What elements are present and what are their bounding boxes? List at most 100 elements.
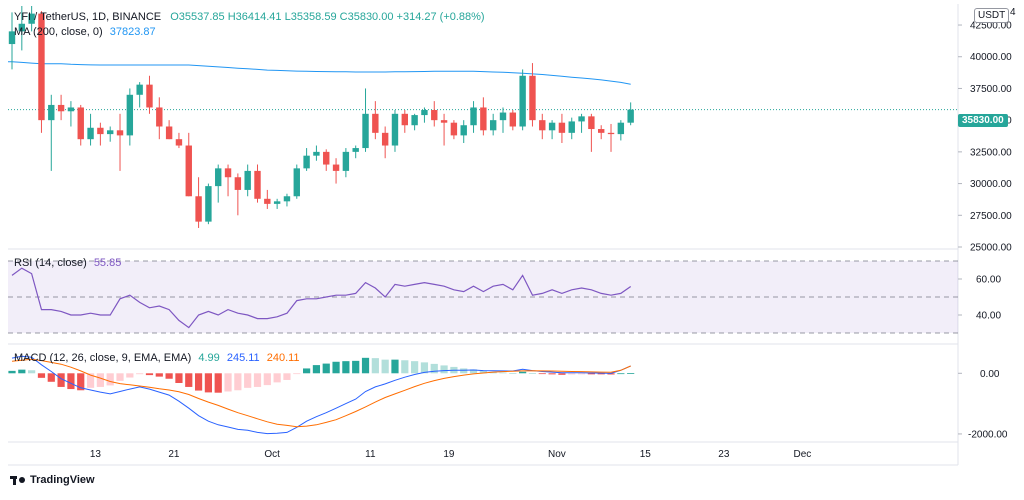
macd-hist-bar xyxy=(28,370,36,374)
macd-hist-bar xyxy=(126,373,134,378)
price-tick-label: 37500.00 xyxy=(970,84,1012,95)
candle-body xyxy=(244,170,251,190)
macd-hist-bar xyxy=(47,373,55,382)
candle-body xyxy=(313,151,320,156)
macd-legend[interactable]: MACD (12, 26, close, 9, EMA, EMA) 4.99 2… xyxy=(14,352,300,365)
macd-label: MACD (12, 26, close, 9, EMA, EMA) xyxy=(14,352,192,364)
macd-hist-bar xyxy=(528,373,537,374)
macd-hist-bar xyxy=(214,373,222,393)
candle-body xyxy=(205,186,212,222)
macd-hist-bar xyxy=(234,373,242,391)
macd-hist-bar xyxy=(361,357,370,374)
time-tick-label: 13 xyxy=(90,449,102,460)
macd-hist-bar xyxy=(401,360,409,374)
macd-hist-value: 4.99 xyxy=(198,352,220,364)
macd-hist-bar xyxy=(57,373,65,387)
rsi-line xyxy=(11,267,632,329)
signal-line xyxy=(11,358,631,428)
chart-legend-header[interactable]: YFI / TetherUS, 1D, BINANCE O35537.85 H3… xyxy=(14,11,485,24)
macd-hist-bar xyxy=(617,373,625,375)
candle-body xyxy=(421,110,428,116)
marks: 42500.0040000.0037500.0035000.0032500.00… xyxy=(8,6,1016,460)
candle-body xyxy=(38,13,45,121)
candle-body xyxy=(548,122,556,131)
low-value: L35358.59 xyxy=(284,11,337,23)
macd-hist-bar xyxy=(155,373,163,377)
candle-body xyxy=(215,168,222,187)
macd-hist-bar xyxy=(577,373,586,375)
candle-body xyxy=(28,13,35,24)
candle-body xyxy=(175,139,183,146)
close-value: C35830.00 xyxy=(339,11,394,23)
tradingview-brand[interactable]: TradingView xyxy=(10,474,95,486)
rsi-label: RSI (14, close) xyxy=(14,257,87,269)
macd-hist-bar xyxy=(332,361,340,374)
symbol-label: YFI / TetherUS, 1D, BINANCE xyxy=(14,11,162,23)
candle-body xyxy=(529,75,536,121)
candle-body xyxy=(578,116,585,122)
macd-hist-bar xyxy=(391,359,399,374)
candle-body xyxy=(440,120,448,123)
macd-hist-bar xyxy=(627,373,635,374)
candle-body xyxy=(87,127,94,140)
candle-body xyxy=(254,170,261,199)
candle-body xyxy=(342,151,350,171)
candle-body xyxy=(617,122,625,135)
rsi-legend[interactable]: RSI (14, close) 55.85 xyxy=(14,257,121,270)
candle-body xyxy=(352,148,359,152)
macd-hist-bar xyxy=(224,373,232,392)
candle-body xyxy=(185,145,192,197)
last-price-tag: 35830.00 xyxy=(958,114,1008,127)
candle-body xyxy=(107,130,114,135)
price-tick-label: 42500.00 xyxy=(970,21,1012,32)
candle-body xyxy=(48,104,55,121)
candle-body xyxy=(323,151,330,165)
price-tick-label-partial: 4 xyxy=(1010,7,1016,18)
candle-body xyxy=(77,107,84,140)
price-tick-label: 27500.00 xyxy=(970,211,1012,222)
macd-tick-label: 0.00 xyxy=(980,369,1000,380)
candle-body xyxy=(480,107,487,131)
macd-hist-bar xyxy=(420,362,429,374)
candle-body xyxy=(450,122,458,136)
time-tick-label: 15 xyxy=(640,449,652,460)
macd-hist-bar xyxy=(67,373,75,390)
candle-body xyxy=(332,164,340,171)
macd-hist-bar xyxy=(194,373,203,391)
candle-body xyxy=(224,168,232,178)
macd-hist-bar xyxy=(86,373,95,388)
candle-body xyxy=(401,113,408,126)
high-value: H36414.41 xyxy=(227,11,282,23)
candle-body xyxy=(156,107,163,127)
macd-line xyxy=(11,355,631,435)
candle-body xyxy=(627,109,634,123)
price-tick-label: 25000.00 xyxy=(970,243,1012,254)
ma-legend[interactable]: MA (200, close, 0) 37823.87 xyxy=(14,26,156,39)
candle-body xyxy=(607,132,615,135)
tradingview-logo-icon xyxy=(10,475,26,485)
price-tick-label: 32500.00 xyxy=(970,147,1012,158)
time-tick-label: 11 xyxy=(365,449,376,460)
candle-body xyxy=(598,129,605,133)
macd-hist-bar xyxy=(312,365,321,374)
macd-hist-bar xyxy=(175,373,183,383)
candle-body xyxy=(391,113,399,146)
candle-body xyxy=(165,126,173,140)
time-tick-label: 23 xyxy=(718,449,730,460)
candle-body xyxy=(372,113,379,133)
macd-hist-bar xyxy=(499,372,507,374)
macd-hist-bar xyxy=(293,373,301,375)
macd-hist-bar xyxy=(204,373,212,393)
macd-hist-bar xyxy=(509,373,517,374)
macd-hist-bar xyxy=(253,373,262,387)
macd-hist-bar xyxy=(37,373,46,378)
macd-line-value: 245.11 xyxy=(226,352,260,364)
candle-body xyxy=(195,196,202,222)
rsi-band xyxy=(8,261,958,333)
currency-selector[interactable]: USDT xyxy=(974,8,1010,23)
macd-hist-bar xyxy=(587,373,595,375)
macd-hist-bar xyxy=(8,370,16,374)
time-tick-label: 19 xyxy=(443,449,455,460)
macd-hist-bar xyxy=(548,373,556,375)
